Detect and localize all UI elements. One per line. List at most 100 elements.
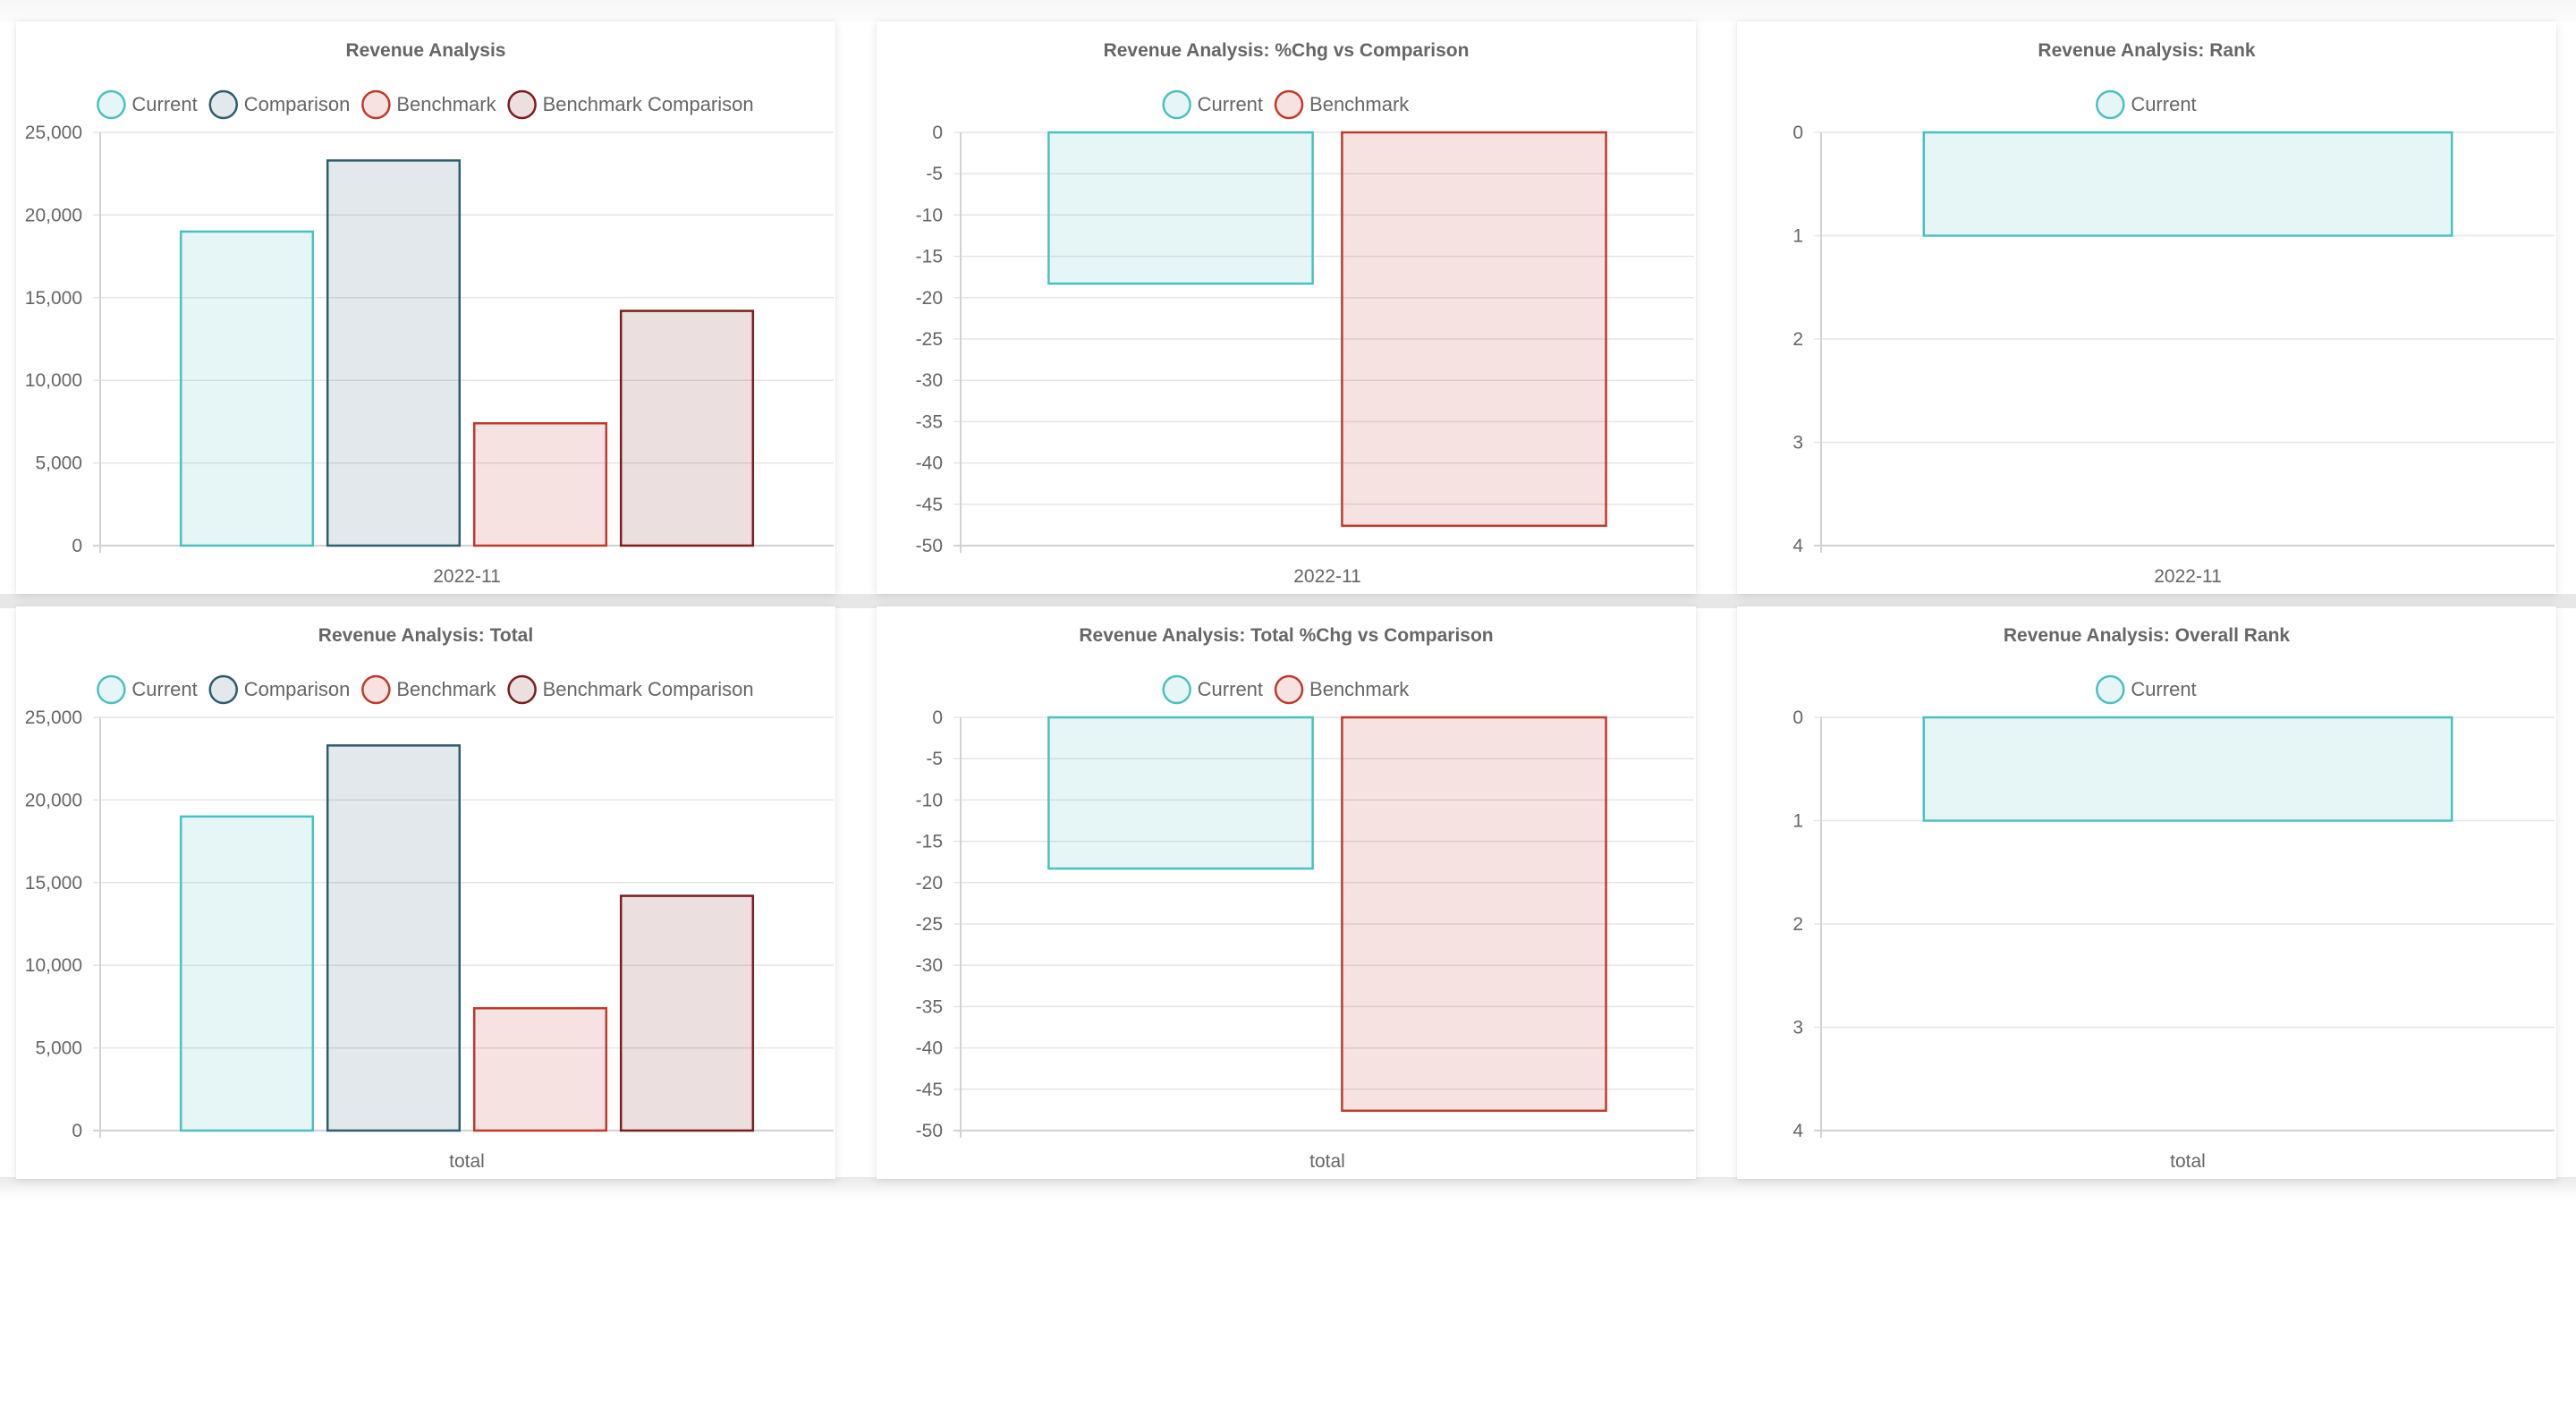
x-tick-label: 2022-11 — [1293, 566, 1361, 587]
y-tick-label: -5 — [926, 749, 943, 769]
legend-item-current[interactable]: Current — [97, 89, 198, 120]
y-tick-label: 1 — [1792, 811, 1803, 832]
legend-item-current[interactable]: Current — [97, 674, 198, 705]
chart-title: Revenue Analysis: Rank — [2038, 40, 2255, 61]
y-tick-label: 0 — [72, 536, 82, 556]
y-tick-label: 0 — [1792, 708, 1803, 728]
x-tick-label: total — [2170, 1151, 2206, 1172]
chart-svg: Revenue Analysis: Total %Chg vs Comparis… — [916, 625, 1694, 1172]
top-band — [0, 0, 2576, 21]
chart-panel-total: Revenue Analysis: Total Current Comparison… — [16, 606, 835, 1179]
y-tick-label: 25,000 — [25, 123, 82, 143]
y-tick-label: 0 — [72, 1121, 82, 1141]
legend-item-benchmark[interactable]: Benchmark — [1274, 89, 1410, 120]
y-tick-label: 20,000 — [25, 205, 82, 225]
bar-comparison[interactable] — [326, 744, 462, 1132]
legend-item-comparison[interactable]: Comparison — [208, 674, 351, 705]
bar-current[interactable] — [1922, 131, 2453, 237]
legend-item-current[interactable]: Current — [2096, 89, 2197, 120]
y-tick-label: -40 — [916, 1038, 943, 1059]
legend-swatch — [1162, 89, 1191, 120]
legend-label: Benchmark Comparison — [543, 678, 754, 700]
legend-item-benchmark[interactable]: Benchmark — [361, 674, 497, 705]
y-tick-label: -50 — [916, 1121, 943, 1141]
x-tick-label: total — [449, 1151, 485, 1172]
legend-label: Benchmark — [1309, 93, 1410, 115]
x-tick-label: total — [1309, 1151, 1345, 1172]
chart-svg: Revenue Analysis: Rank Current 0 1 2 3 4 2022-1… — [1792, 40, 2555, 587]
chart-title: Revenue Analysis: Total — [318, 625, 533, 646]
legend-item-benchmark[interactable]: Benchmark — [1274, 674, 1410, 705]
y-tick-label: -25 — [916, 914, 943, 935]
bar-current[interactable] — [1047, 131, 1314, 285]
y-tick-label: 2 — [1792, 329, 1803, 350]
y-tick-label: -35 — [916, 996, 943, 1017]
x-tick-label: 2022-11 — [433, 566, 501, 587]
chart-svg: Revenue Analysis Current Comparison Benchma… — [25, 40, 834, 587]
y-tick-label: -15 — [916, 832, 943, 852]
bar-current[interactable] — [179, 815, 315, 1132]
legend-item-current[interactable]: Current — [1162, 89, 1263, 120]
bar-benchmark_comparison[interactable] — [619, 309, 755, 547]
bar-benchmark[interactable] — [1341, 716, 1607, 1113]
chart-panel-pct-chg: Revenue Analysis: %Chg vs Comparison Curr… — [877, 21, 1696, 594]
y-tick-label: -15 — [916, 247, 943, 267]
legend-swatch — [97, 674, 126, 705]
chart-title: Revenue Analysis: Total %Chg vs Comparis… — [1079, 625, 1493, 646]
bar-benchmark[interactable] — [472, 421, 608, 547]
legend-swatch — [507, 674, 537, 705]
y-tick-label: -35 — [916, 411, 943, 432]
y-tick-label: 0 — [932, 123, 943, 143]
legend-label: Current — [131, 93, 197, 115]
y-tick-label: 4 — [1792, 1121, 1803, 1141]
legend-swatch — [1274, 89, 1304, 120]
y-tick-label: 2 — [1792, 914, 1803, 935]
bar-current[interactable] — [1922, 716, 2453, 822]
legend-swatch — [208, 89, 238, 120]
bar-benchmark_comparison[interactable] — [619, 894, 755, 1132]
bar-comparison[interactable] — [326, 159, 462, 547]
legend-swatch — [2096, 89, 2125, 120]
y-tick-label: -10 — [916, 205, 943, 225]
y-tick-label: 25,000 — [25, 708, 82, 728]
legend-label: Current — [1198, 678, 1263, 700]
bar-benchmark[interactable] — [472, 1006, 608, 1132]
y-tick-label: 1 — [1792, 226, 1803, 247]
y-tick-label: -20 — [916, 873, 943, 894]
bar-current[interactable] — [1047, 716, 1314, 870]
y-tick-label: 10,000 — [25, 370, 82, 391]
legend-swatch — [208, 674, 238, 705]
legend-item-current[interactable]: Current — [2096, 674, 2197, 705]
bar-current[interactable] — [179, 230, 315, 547]
legend-label: Benchmark — [396, 93, 496, 115]
y-tick-label: -40 — [916, 453, 943, 474]
y-tick-label: -5 — [926, 164, 943, 184]
legend-swatch — [361, 89, 391, 120]
legend-swatch — [507, 89, 537, 120]
legend-item-benchmark_comparison[interactable]: Benchmark Comparison — [507, 89, 754, 120]
legend-label: Comparison — [244, 93, 351, 115]
y-tick-label: -30 — [916, 955, 943, 976]
y-tick-label: 15,000 — [25, 288, 82, 309]
chart-panel-revenue-analysis: Revenue Analysis Current Comparison Benchma… — [16, 21, 835, 594]
legend-label: Benchmark — [396, 678, 496, 700]
legend-item-benchmark_comparison[interactable]: Benchmark Comparison — [507, 674, 754, 705]
y-tick-label: -20 — [916, 288, 943, 309]
legend-item-benchmark[interactable]: Benchmark — [361, 89, 497, 120]
y-tick-label: -50 — [916, 536, 943, 556]
chart-svg: Revenue Analysis: %Chg vs Comparison Curr… — [916, 40, 1694, 587]
chart-panel-rank: Revenue Analysis: Rank Current 0 1 2 3 4 2022-1… — [1737, 21, 2556, 594]
y-tick-label: 5,000 — [35, 1038, 82, 1059]
legend-swatch — [2096, 674, 2125, 705]
legend-item-comparison[interactable]: Comparison — [208, 89, 351, 120]
chart-title: Revenue Analysis: Overall Rank — [2004, 625, 2291, 646]
y-tick-label: -10 — [916, 790, 943, 810]
y-tick-label: 3 — [1792, 433, 1803, 453]
middle-band — [0, 594, 2576, 608]
chart-title: Revenue Analysis — [346, 40, 506, 61]
y-tick-label: -30 — [916, 370, 943, 391]
legend-label: Current — [2131, 678, 2196, 700]
chart-svg: Revenue Analysis: Total Current Comparison… — [25, 625, 834, 1172]
legend-item-current[interactable]: Current — [1162, 674, 1263, 705]
bar-benchmark[interactable] — [1341, 131, 1607, 528]
